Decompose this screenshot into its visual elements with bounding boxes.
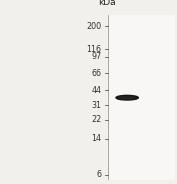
Text: 22: 22 (91, 115, 101, 124)
Text: 97: 97 (91, 52, 101, 61)
Text: kDa: kDa (98, 0, 116, 7)
Text: 200: 200 (86, 22, 101, 31)
Bar (108, 15, 175, 180)
Text: 66: 66 (91, 69, 101, 78)
Text: 31: 31 (91, 101, 101, 110)
Ellipse shape (119, 97, 135, 99)
Text: 6: 6 (96, 170, 101, 179)
Text: 44: 44 (91, 86, 101, 95)
Ellipse shape (116, 95, 138, 100)
Text: 14: 14 (91, 134, 101, 143)
Text: 116: 116 (86, 45, 101, 54)
